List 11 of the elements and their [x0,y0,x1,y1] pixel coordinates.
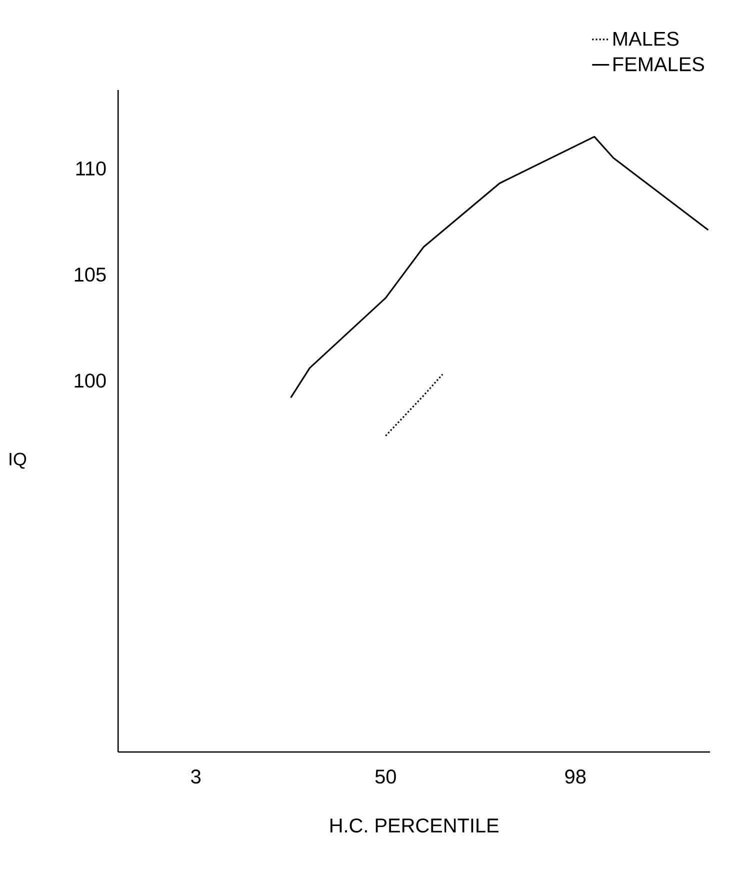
line-series [290,136,710,398]
x-tick-label: 50 [375,770,396,784]
legend-label: MALES [614,32,679,46]
y-tick-label: 110 [76,161,106,176]
x-tick-label: 98 [565,770,586,784]
legend-label: FEMALES [614,57,704,72]
y-tick-label: 105 [74,268,106,282]
x-tick-label: 3 [191,770,201,784]
x-axis-title: H.C. PERCENTILE [330,818,498,833]
y-axis-title: IQ [10,452,26,469]
y-tick-label: 100 [74,374,106,388]
